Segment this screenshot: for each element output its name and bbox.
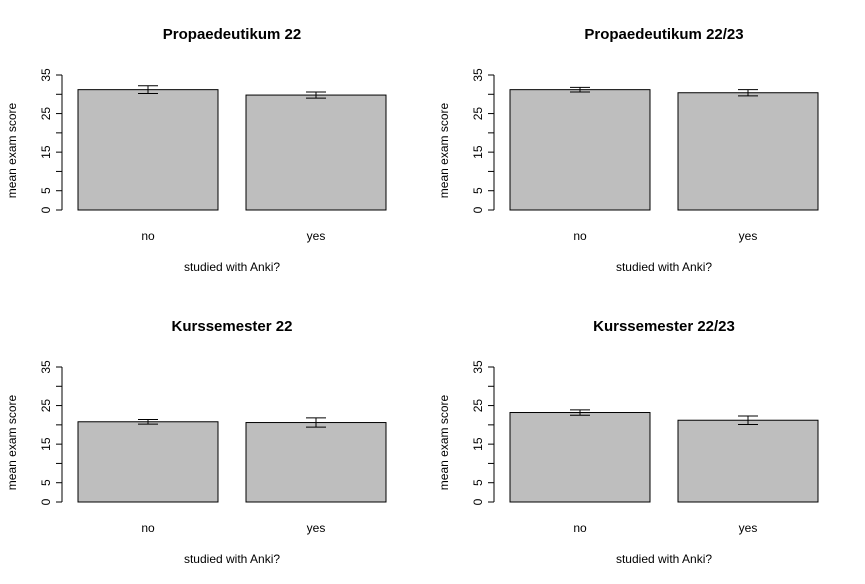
y-tick-label: 35 — [471, 360, 485, 374]
bar-yes — [245, 422, 387, 503]
error-bar-yes — [306, 91, 326, 99]
y-tick-label: 5 — [471, 187, 485, 194]
y-axis-label: mean exam score — [437, 394, 451, 490]
x-category-label: no — [141, 229, 155, 243]
bar-yes — [677, 419, 819, 503]
bar-chart-panel-1: Propaedeutikum 22 0 5 15 25 35 mean exam score… — [5, 26, 387, 274]
x-category-label: no — [573, 521, 587, 535]
error-bar-no — [570, 86, 590, 93]
x-category-label: no — [141, 521, 155, 535]
x-axis-label: studied with Anki? — [184, 552, 280, 566]
y-axis-label: mean exam score — [5, 394, 19, 490]
y-axis-label: mean exam score — [5, 102, 19, 198]
y-tick-label: 35 — [39, 360, 53, 374]
y-tick-label: 15 — [471, 145, 485, 159]
y-axis-label: mean exam score — [437, 102, 451, 198]
error-bar-no — [138, 418, 158, 425]
bar-no — [77, 89, 219, 211]
y-tick-label: 35 — [471, 68, 485, 82]
y-tick-label: 0 — [471, 206, 485, 213]
bar-chart-panel-4: Kurssemester 22/23 0 5 15 25 35 mean exam scor… — [437, 318, 819, 566]
bar-yes — [677, 92, 819, 211]
error-bar-yes — [738, 415, 758, 425]
chart-title: Propaedeutikum 22/23 — [584, 26, 743, 43]
chart-title: Propaedeutikum 22 — [163, 26, 301, 43]
chart-title: Kurssemester 22 — [172, 318, 293, 335]
y-tick-label: 0 — [39, 498, 53, 505]
y-tick-label: 25 — [471, 107, 485, 121]
x-axis-label: studied with Anki? — [616, 552, 712, 566]
bar-no — [509, 89, 651, 211]
x-category-label: yes — [307, 229, 326, 243]
error-bar-yes — [306, 417, 326, 428]
y-tick-label: 35 — [39, 68, 53, 82]
bar-chart-panel-2: Propaedeutikum 22/23 0 5 15 25 35 mean exam sc… — [437, 26, 819, 274]
x-axis-label: studied with Anki? — [616, 260, 712, 274]
bar-no — [77, 421, 219, 503]
y-tick-label: 5 — [471, 479, 485, 486]
y-tick-label: 15 — [39, 437, 53, 451]
y-tick-label: 0 — [471, 498, 485, 505]
y-tick-label: 25 — [471, 399, 485, 413]
y-tick-label: 5 — [39, 187, 53, 194]
y-tick-label: 0 — [39, 206, 53, 213]
bar-chart-panel-3: Kurssemester 22 0 5 15 25 35 mean exam score no… — [5, 318, 387, 566]
error-bar-no — [570, 409, 590, 416]
y-tick-label: 15 — [39, 145, 53, 159]
error-bar-no — [138, 85, 158, 95]
x-category-label: yes — [307, 521, 326, 535]
x-axis-label: studied with Anki? — [184, 260, 280, 274]
bar-no — [509, 412, 651, 503]
y-tick-label: 5 — [39, 479, 53, 486]
y-tick-label: 15 — [471, 437, 485, 451]
x-category-label: yes — [739, 229, 758, 243]
bar-yes — [245, 94, 387, 211]
x-category-label: yes — [739, 521, 758, 535]
y-tick-label: 25 — [39, 107, 53, 121]
y-tick-label: 25 — [39, 399, 53, 413]
x-category-label: no — [573, 229, 587, 243]
error-bar-yes — [738, 89, 758, 97]
chart-title: Kurssemester 22/23 — [593, 318, 735, 335]
